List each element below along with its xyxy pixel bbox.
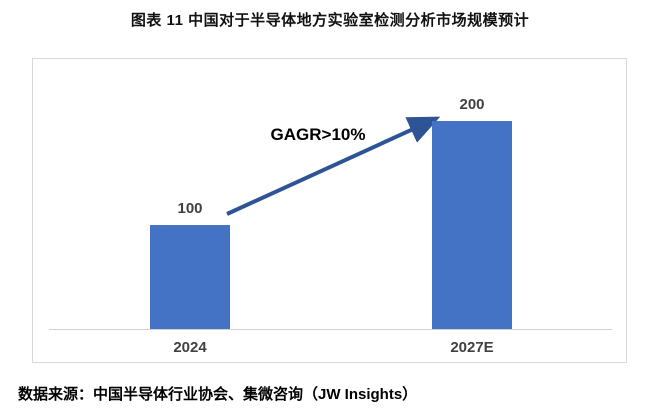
growth-trend-arrow — [226, 116, 441, 216]
value-label-2024: 100 — [177, 200, 203, 217]
bar-2027e — [432, 121, 512, 329]
chart-title: 图表 11 中国对于半导体地方实验室检测分析市场规模预计 — [130, 12, 530, 29]
chart-plot-area: GAGR>10% 100 200 2024 2027E — [32, 58, 627, 363]
value-label-2027e: 200 — [459, 96, 485, 113]
x-axis-tick-2024: 2024 — [173, 339, 207, 356]
bar-2024 — [150, 225, 230, 329]
cagr-annotation-label: GAGR>10% — [270, 125, 366, 144]
data-source-caption: 数据来源：中国半导体行业协会、集微咨询（JW Insights） — [18, 386, 418, 403]
x-axis-line — [49, 329, 612, 330]
x-axis-tick-2027e: 2027E — [450, 339, 494, 356]
